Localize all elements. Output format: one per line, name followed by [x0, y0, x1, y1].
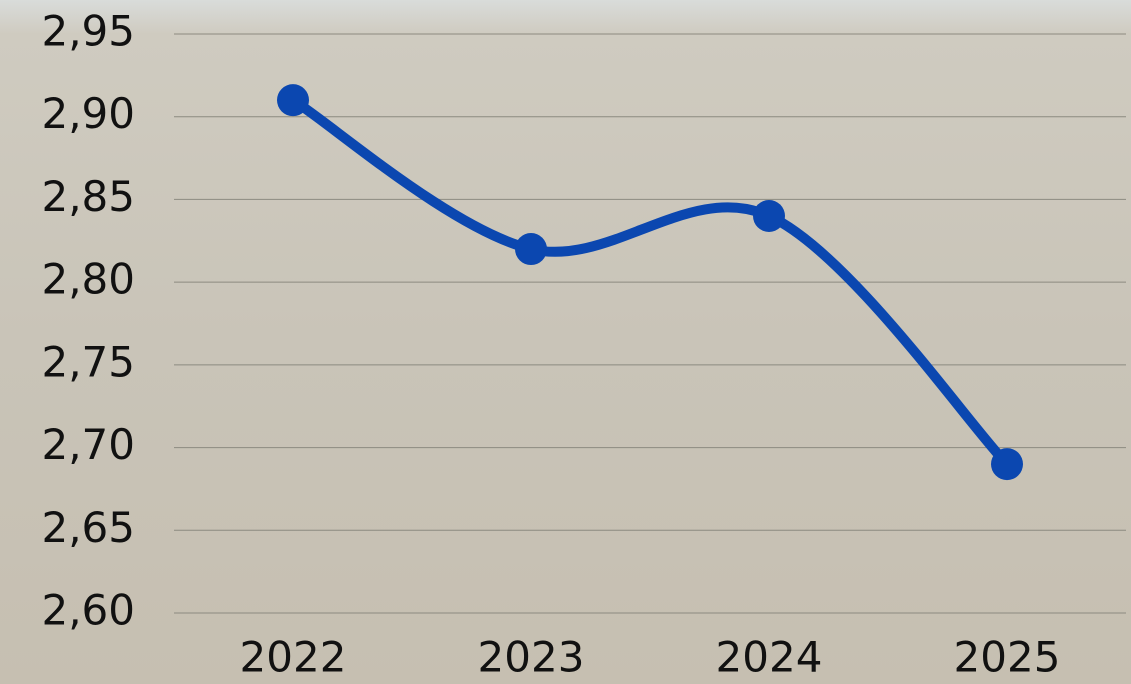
point [991, 448, 1023, 480]
y-tick-label: 2,80 [41, 255, 135, 304]
y-tick-label: 2,60 [41, 586, 135, 635]
chart: 2,60 2,65 2,70 2,75 2,80 2,85 2,90 2,95 2022 2023… [0, 0, 1131, 684]
x-tick-label: 2025 [954, 633, 1061, 682]
x-tick-label: 2024 [716, 633, 823, 682]
x-tick-label: 2023 [478, 633, 585, 682]
page: 2,60 2,65 2,70 2,75 2,80 2,85 2,90 2,95 2022 2023… [0, 0, 1131, 684]
point [753, 200, 785, 232]
y-tick-label: 2,85 [41, 172, 135, 221]
y-tick-label: 2,95 [41, 7, 135, 56]
x-tick-label: 2022 [240, 633, 347, 682]
y-tick-label: 2,65 [41, 503, 135, 552]
y-tick-label: 2,75 [41, 337, 135, 386]
point [515, 233, 547, 265]
point [277, 84, 309, 116]
y-tick-label: 2,90 [41, 89, 135, 138]
background [0, 0, 1131, 684]
y-tick-label: 2,70 [41, 420, 135, 469]
